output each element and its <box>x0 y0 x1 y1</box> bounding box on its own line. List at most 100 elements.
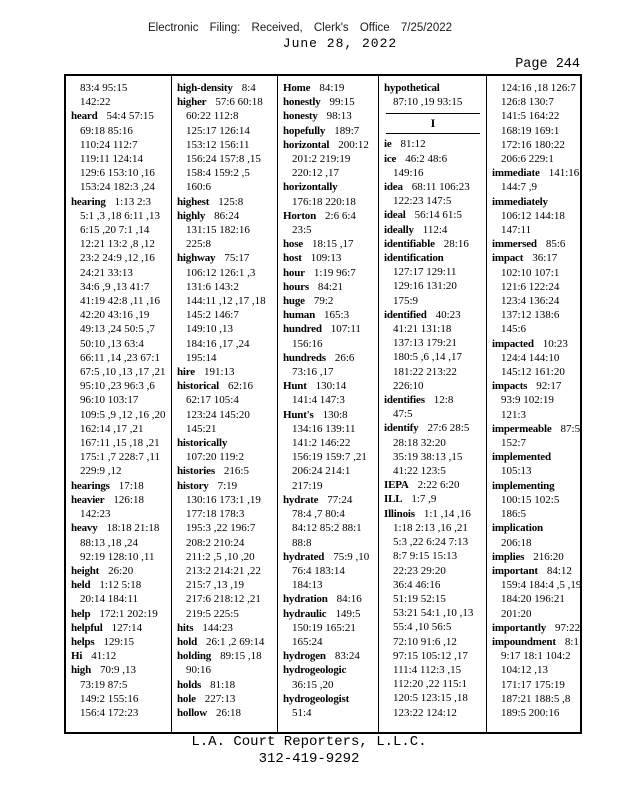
index-continuation: 105:13 <box>492 464 578 478</box>
index-continuation: 73:19 87:5 <box>71 678 169 692</box>
index-word: heavier <box>71 493 105 506</box>
index-continuation: 141:4 147:3 <box>283 393 376 407</box>
index-word: huge <box>283 295 305 308</box>
index-word: Illinois <box>384 507 415 520</box>
index-refs: 41:22 123:5 <box>393 465 446 478</box>
index-continuation: 226:10 <box>384 379 484 393</box>
index-refs: 56:14 61:5 <box>414 209 462 222</box>
index-refs: 106:12 144:18 <box>501 209 565 222</box>
index-continuation: 184:20 196:21 <box>492 592 578 606</box>
index-refs: 129:16 131:20 <box>393 280 457 293</box>
index-refs: 36:17 <box>532 252 558 265</box>
index-continuation: 121:3 <box>492 408 578 422</box>
index-refs: 144:11 ,12 ,17 ,18 <box>186 295 266 308</box>
index-entry: helps 129:15 <box>71 635 169 649</box>
index-refs: 110:24 112:7 <box>80 138 138 151</box>
index-continuation: 144:11 ,12 ,17 ,18 <box>177 294 275 308</box>
index-continuation: 217:6 218:12 ,21 <box>177 592 275 606</box>
index-word: horizontally <box>283 181 338 194</box>
index-refs: 26:18 <box>215 706 242 719</box>
index-refs: 227:13 <box>204 692 236 705</box>
index-word: host <box>283 252 302 265</box>
index-continuation: 158:4 159:2 ,5 <box>177 166 275 180</box>
index-refs: 41:21 131:18 <box>393 323 452 336</box>
index-refs: 189:5 200:16 <box>501 706 560 719</box>
index-refs: 126:18 <box>113 493 144 506</box>
index-refs: 10:23 <box>542 337 568 350</box>
index-entry: heavy 18:18 21:18 <box>71 521 169 535</box>
index-refs: 226:10 <box>393 379 424 392</box>
index-refs: 88:13 ,18 ,24 <box>80 536 139 549</box>
index-continuation: 219:5 225:5 <box>177 607 275 621</box>
index-word: highest <box>177 195 210 208</box>
index-refs: 34:6 ,9 ,13 41:7 <box>80 280 150 293</box>
index-refs: 150:19 165:21 <box>292 621 356 634</box>
index-refs: 36:4 46:16 <box>393 578 441 591</box>
index-continuation: 186:5 <box>492 507 578 521</box>
index-refs: 195:14 <box>186 351 217 364</box>
index-continuation: 96:10 103:17 <box>71 393 169 407</box>
index-refs: 60:22 112:8 <box>186 110 239 123</box>
index-entry: heavier 126:18 <box>71 493 169 507</box>
index-refs: 156:19 159:7 ,21 <box>292 451 367 464</box>
index-column-1: 83:4 95:15 142:22 heard 54:4 57:15 69:18 85:… <box>66 76 172 732</box>
index-continuation: 123:22 124:12 <box>384 706 484 720</box>
index-refs: 107:20 119:2 <box>186 451 244 464</box>
index-word: Hunt's <box>283 408 314 421</box>
index-entry: impoundment 8:1 <box>492 635 579 649</box>
index-entry: host 109:13 <box>283 251 376 265</box>
index-refs: 200:12 <box>338 138 369 151</box>
index-continuation: 100:15 102:5 <box>492 493 578 507</box>
index-refs: 73:16 ,17 <box>292 366 334 379</box>
index-word: help <box>71 607 91 620</box>
index-word: height <box>71 564 100 577</box>
index-refs: 73:19 87:5 <box>80 678 128 691</box>
index-word: impacted <box>492 337 534 350</box>
index-refs: 41:12 <box>91 650 117 663</box>
index-entry: higher 57:6 60:18 <box>177 95 275 109</box>
index-entry: ie 81:12 <box>384 137 484 151</box>
index-refs: 111:4 112:3 ,15 <box>393 663 462 676</box>
index-continuation: 156:24 157:8 ,15 <box>177 152 275 166</box>
index-refs: 121:6 122:24 <box>501 280 560 293</box>
index-refs: 8:7 9:15 15:13 <box>393 550 458 563</box>
index-word: hundreds <box>283 351 326 364</box>
index-entry: implies 216:20 <box>492 550 578 564</box>
index-word: historically <box>177 437 228 450</box>
index-continuation: 187:21 188:5 ,8 <box>492 692 578 706</box>
index-refs: 26:1 ,2 69:14 <box>206 635 265 648</box>
index-refs: 27:6 28:5 <box>427 422 470 435</box>
index-continuation: 88:8 <box>283 536 376 550</box>
index-entry: hose 18:15 ,17 <box>283 237 376 251</box>
index-word: identify <box>384 422 419 435</box>
index-entry: heard 54:4 57:15 <box>71 109 169 123</box>
index-continuation: 130:16 173:1 ,19 <box>177 493 275 507</box>
index-continuation: 28:18 32:20 <box>384 436 484 450</box>
index-refs: 2:22 6:20 <box>417 479 460 492</box>
index-refs: 88:8 <box>292 536 312 549</box>
index-refs: 1:13 2:3 <box>114 195 152 208</box>
index-refs: 69:18 85:16 <box>80 124 133 137</box>
index-word: helpful <box>71 621 103 634</box>
index-word: impacts <box>492 380 528 393</box>
index-entry: implemented <box>492 450 578 464</box>
index-continuation: 34:6 ,9 ,13 41:7 <box>71 280 169 294</box>
index-refs: 206:24 214:1 <box>292 465 351 478</box>
index-refs: 220:12 ,17 <box>292 167 340 180</box>
index-continuation: 35:19 38:13 ,15 <box>384 450 484 464</box>
index-refs: 87:10 ,19 93:15 <box>393 96 463 109</box>
index-refs: 23:2 24:9 ,12 ,16 <box>80 252 155 265</box>
index-entry: hollow 26:18 <box>177 706 275 720</box>
index-entry: hours 84:21 <box>283 280 376 294</box>
index-continuation: 142:22 <box>71 95 169 109</box>
index-refs: 149:16 <box>393 166 424 179</box>
index-refs: 123:22 124:12 <box>393 706 457 719</box>
index-continuation: 195:14 <box>177 351 275 365</box>
index-continuation: 156:19 159:7 ,21 <box>283 450 376 464</box>
index-refs: 84:12 <box>546 564 572 577</box>
index-entry: held 1:12 5:18 <box>71 578 169 592</box>
index-refs: 46:2 48:6 <box>405 152 448 165</box>
index-continuation: 88:13 ,18 ,24 <box>71 536 169 550</box>
index-continuation: 112:20 ,22 115:1 <box>384 677 484 691</box>
